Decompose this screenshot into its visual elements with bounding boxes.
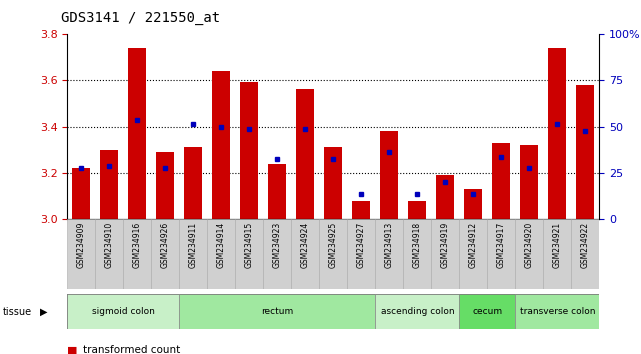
- Text: cecum: cecum: [472, 307, 503, 316]
- Bar: [403, 219, 431, 289]
- Text: GSM234917: GSM234917: [497, 222, 506, 268]
- Text: tissue: tissue: [3, 307, 32, 316]
- Bar: [376, 219, 403, 289]
- Text: GSM234909: GSM234909: [77, 222, 86, 268]
- Bar: [520, 145, 538, 219]
- Bar: [380, 131, 399, 219]
- Bar: [544, 219, 571, 289]
- Bar: [347, 219, 376, 289]
- Text: GSM234922: GSM234922: [581, 222, 590, 268]
- Bar: [352, 201, 370, 219]
- Text: GSM234911: GSM234911: [189, 222, 198, 268]
- Text: ■: ■: [67, 346, 78, 354]
- Bar: [576, 85, 594, 219]
- Text: GSM234918: GSM234918: [413, 222, 422, 268]
- Bar: [263, 219, 291, 289]
- Bar: [67, 294, 179, 329]
- Text: transformed count: transformed count: [83, 346, 181, 354]
- Bar: [460, 219, 487, 289]
- Text: GSM234921: GSM234921: [553, 222, 562, 268]
- Text: ascending colon: ascending colon: [381, 307, 454, 316]
- Text: GSM234925: GSM234925: [329, 222, 338, 268]
- Bar: [235, 219, 263, 289]
- Text: rectum: rectum: [261, 307, 294, 316]
- Bar: [515, 219, 544, 289]
- Bar: [212, 71, 230, 219]
- Text: GSM234916: GSM234916: [133, 222, 142, 268]
- Bar: [72, 169, 90, 219]
- Bar: [408, 201, 426, 219]
- Bar: [156, 152, 174, 219]
- Bar: [207, 219, 235, 289]
- Text: GDS3141 / 221550_at: GDS3141 / 221550_at: [61, 11, 220, 25]
- Text: GSM234927: GSM234927: [357, 222, 366, 268]
- Text: GSM234914: GSM234914: [217, 222, 226, 268]
- Bar: [487, 219, 515, 289]
- Bar: [464, 189, 483, 219]
- Text: GSM234920: GSM234920: [525, 222, 534, 268]
- Text: GSM234924: GSM234924: [301, 222, 310, 268]
- Text: GSM234910: GSM234910: [105, 222, 114, 268]
- Bar: [184, 148, 203, 219]
- Bar: [515, 294, 599, 329]
- Bar: [240, 82, 258, 219]
- Bar: [548, 47, 567, 219]
- Bar: [96, 219, 123, 289]
- Text: transverse colon: transverse colon: [520, 307, 595, 316]
- Bar: [319, 219, 347, 289]
- Text: GSM234915: GSM234915: [245, 222, 254, 268]
- Text: sigmoid colon: sigmoid colon: [92, 307, 154, 316]
- Bar: [123, 219, 151, 289]
- Bar: [460, 294, 515, 329]
- Bar: [376, 294, 460, 329]
- Bar: [431, 219, 460, 289]
- Bar: [268, 164, 287, 219]
- Text: GSM234919: GSM234919: [441, 222, 450, 268]
- Bar: [67, 219, 96, 289]
- Bar: [291, 219, 319, 289]
- Bar: [492, 143, 510, 219]
- Text: GSM234923: GSM234923: [273, 222, 282, 268]
- Bar: [100, 150, 119, 219]
- Text: GSM234913: GSM234913: [385, 222, 394, 268]
- Bar: [296, 89, 315, 219]
- Bar: [571, 219, 599, 289]
- Bar: [324, 148, 342, 219]
- Bar: [151, 219, 179, 289]
- Text: GSM234926: GSM234926: [161, 222, 170, 268]
- Bar: [128, 47, 146, 219]
- Bar: [179, 294, 376, 329]
- Text: GSM234912: GSM234912: [469, 222, 478, 268]
- Text: ▶: ▶: [40, 307, 47, 316]
- Bar: [437, 175, 454, 219]
- Bar: [179, 219, 207, 289]
